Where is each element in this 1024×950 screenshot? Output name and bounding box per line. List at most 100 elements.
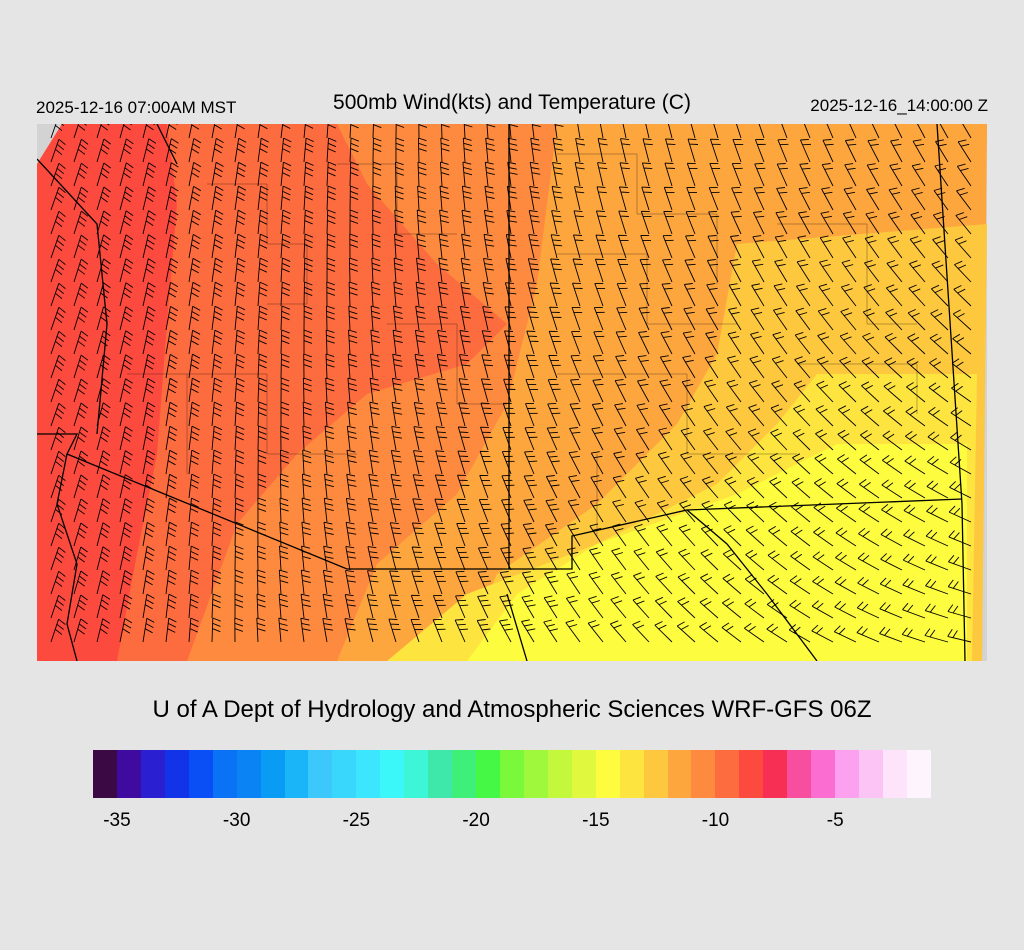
wind-barb — [731, 162, 743, 187]
wind-barb — [613, 427, 627, 451]
wind-barb — [773, 283, 788, 307]
wind-barb — [211, 305, 223, 331]
wind-barb — [726, 379, 742, 403]
wind-barb — [571, 330, 582, 355]
wind-barb — [393, 257, 404, 283]
wind-barb — [96, 186, 111, 211]
wind-barb — [457, 474, 470, 499]
wind-barb — [165, 330, 178, 355]
wind-barb — [752, 235, 765, 259]
wind-barb — [521, 595, 536, 619]
wind-barb — [50, 306, 66, 331]
wind-barb — [280, 281, 291, 307]
wind-barb — [480, 402, 493, 427]
wind-barb — [857, 576, 880, 595]
wind-barb — [949, 456, 972, 475]
wind-barb — [955, 212, 972, 235]
wind-barb — [842, 211, 857, 235]
wind-barb — [436, 402, 448, 427]
wind-barb — [96, 210, 111, 235]
wind-barb — [681, 379, 696, 403]
wind-barb — [257, 425, 267, 451]
wind-barb — [50, 234, 66, 259]
wind-barb — [500, 523, 514, 547]
wind-barb — [345, 569, 356, 595]
wind-barb — [73, 546, 88, 571]
wind-barb — [395, 137, 405, 163]
wind-barb — [544, 571, 559, 595]
wind-barb — [234, 473, 244, 499]
wind-barb — [570, 378, 582, 403]
wind-barb — [700, 573, 719, 595]
wind-barb — [935, 139, 949, 163]
wind-barb — [573, 210, 584, 235]
wind-barb — [344, 618, 356, 643]
wind-barb — [480, 378, 493, 403]
wind-barb — [256, 617, 266, 643]
wind-barb — [326, 233, 336, 259]
wind-barb — [752, 211, 765, 235]
wind-barb — [721, 622, 742, 643]
wind-barb — [796, 283, 811, 307]
wind-barb — [610, 571, 627, 595]
wind-barb — [925, 554, 949, 571]
wind-barb — [188, 305, 201, 331]
wind-barb — [234, 161, 247, 187]
wind-barb — [188, 377, 201, 403]
wind-barb — [547, 378, 561, 403]
colorbar-swatch — [787, 750, 812, 798]
wind-barb — [50, 570, 66, 595]
wind-barb — [326, 281, 336, 307]
wind-barb — [682, 331, 696, 355]
wind-barb — [591, 427, 604, 451]
wind-barb — [142, 402, 156, 427]
wind-barb — [73, 426, 89, 451]
wind-barb — [165, 377, 178, 403]
wind-barb — [234, 209, 246, 235]
wind-barb — [708, 210, 720, 235]
wind-barb — [956, 187, 972, 211]
colorbar-tick-label: -10 — [701, 810, 730, 831]
wind-barb — [413, 426, 425, 451]
wind-barb — [303, 124, 314, 139]
wind-barb — [119, 522, 133, 547]
valid-time-utc: 2025-12-16_14:00:00 Z — [810, 96, 988, 115]
wind-barb — [455, 594, 469, 619]
wind-barb — [50, 210, 66, 235]
wind-barb — [257, 305, 268, 331]
wind-barb — [909, 236, 926, 259]
wind-barb — [789, 575, 811, 595]
wind-barb — [347, 401, 358, 427]
wind-barb — [821, 187, 834, 211]
wind-barb — [211, 617, 221, 643]
wind-barb — [531, 124, 541, 139]
wind-barb — [165, 401, 178, 427]
wind-barb — [590, 451, 604, 475]
wind-barb — [641, 186, 652, 211]
wind-barb — [656, 500, 673, 523]
colorbar-swatch — [428, 750, 453, 798]
wind-barb — [301, 521, 312, 547]
wind-barb — [486, 124, 496, 139]
wind-barb — [477, 546, 492, 571]
wind-barb — [257, 473, 267, 499]
colorbar-swatch — [380, 750, 405, 798]
wind-barb — [211, 569, 222, 595]
wind-barb — [483, 233, 495, 259]
wind-barb — [476, 619, 491, 643]
wind-barb — [280, 449, 289, 475]
wind-barb — [836, 502, 857, 523]
wind-barb — [234, 137, 247, 163]
wind-barb — [574, 162, 585, 187]
wind-barb — [391, 377, 403, 403]
wind-barb — [725, 428, 742, 451]
wind-barb — [165, 617, 177, 643]
wind-barb — [119, 306, 134, 331]
wind-barb — [234, 329, 246, 355]
wind-barb — [620, 138, 631, 163]
wind-barb — [932, 236, 949, 259]
wind-barb — [699, 597, 719, 619]
wind-barb — [727, 355, 742, 379]
wind-barb — [437, 281, 449, 307]
wind-barb — [615, 331, 627, 355]
